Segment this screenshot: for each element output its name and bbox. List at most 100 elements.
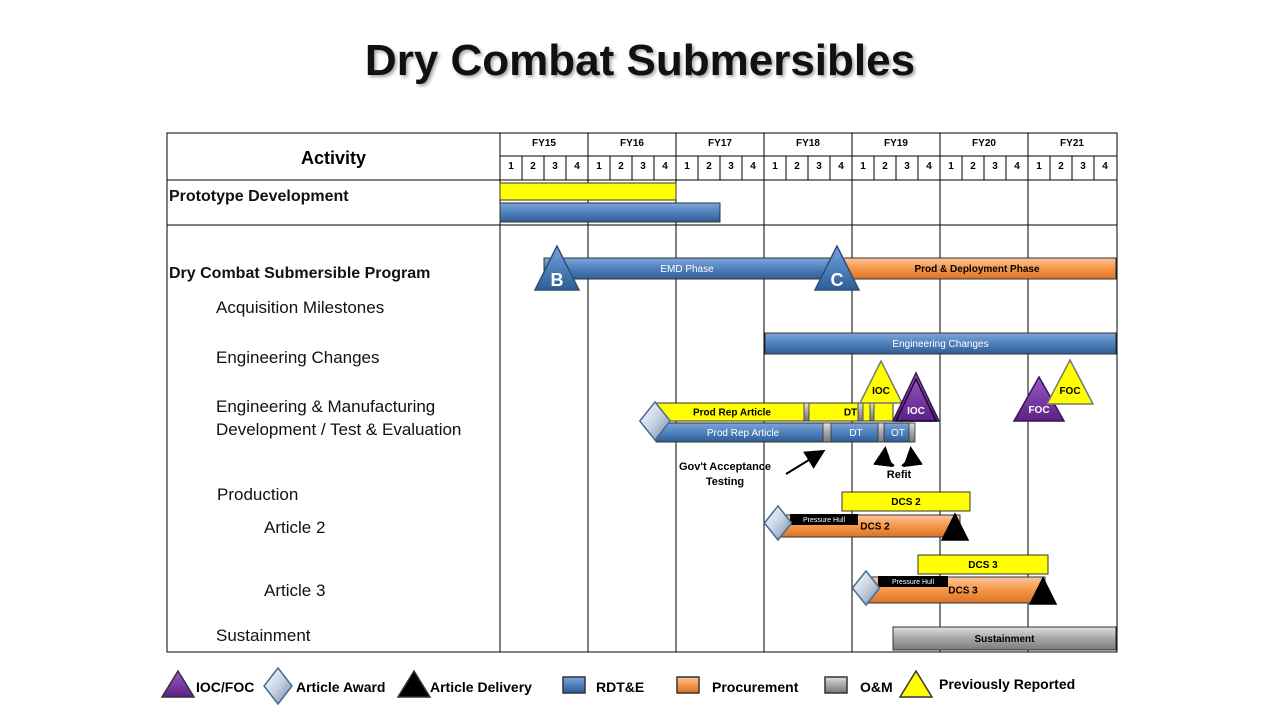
- fy-label: FY21: [1060, 138, 1084, 149]
- milestone-label-ioc-prev: IOC: [872, 386, 890, 397]
- chart-annotations: Gov't Acceptance Testing Refit: [679, 446, 923, 488]
- award-diamond-award-emd: [638, 400, 672, 442]
- milestone-foc-prev: [1045, 358, 1095, 405]
- quarter-label: 1: [772, 161, 778, 172]
- chart-legend: IOC/FOC Article Award Article Delivery RDT&…: [160, 666, 1075, 706]
- milestone-label-ms-c: C: [831, 270, 844, 290]
- bar-ph2: [790, 514, 858, 525]
- bar-label-dt-prev: DT: [844, 408, 857, 419]
- annotation-gov-arrow: [785, 449, 826, 475]
- page-title: Dry Combat Submersibles: [364, 36, 916, 85]
- quarter-label: 4: [1014, 161, 1020, 172]
- milestone-deliv-a2: [940, 512, 970, 541]
- bar-label-sustain: Sustainment: [974, 634, 1035, 645]
- quarter-label: 2: [794, 161, 800, 172]
- fy-label: FY16: [620, 138, 644, 149]
- bar-separator: [877, 422, 885, 443]
- legend-symbol-prev: [898, 669, 934, 698]
- bar-ph3: [878, 576, 948, 587]
- legend-label-delivery: Article Delivery: [430, 679, 532, 695]
- bar-separator: [857, 402, 864, 422]
- quarter-label: 3: [992, 161, 998, 172]
- row-label-article2: Article 2: [264, 518, 325, 537]
- quarter-label: 3: [904, 161, 910, 172]
- milestone-label-ms-b: B: [551, 270, 564, 290]
- milestone-ms-c: [813, 244, 861, 291]
- row-label-milestones: Acquisition Milestones: [216, 298, 384, 317]
- milestone-ioc-outline: [894, 377, 938, 422]
- bar-eng-changes: [764, 332, 1117, 355]
- bar-label-prod-deploy: Prod & Deployment Phase: [914, 264, 1039, 275]
- legend-symbol-delivery: [396, 669, 432, 698]
- quarter-label: 1: [508, 161, 514, 172]
- row-label-production: Production: [217, 485, 298, 504]
- grid-frame: [166, 132, 1118, 653]
- milestone-label-ioc: IOC: [907, 406, 925, 417]
- row-label-prototype: Prototype Development: [169, 188, 349, 205]
- bar-label-rep-prev: Prod Rep Article: [693, 408, 771, 419]
- bar-label-dcs2-prev: DCS 2: [891, 497, 921, 508]
- quarter-label: 1: [948, 161, 954, 172]
- quarter-label: 2: [618, 161, 624, 172]
- milestone-deliv-a3: [1028, 576, 1058, 605]
- milestone-label-foc-prev: FOC: [1059, 386, 1080, 397]
- bar-label-emd-phase: EMD Phase: [660, 264, 714, 275]
- annotation-gov-2: Testing: [706, 476, 744, 488]
- chart-bars: EMD Phase Prod & Deployment Phase Engineer…: [499, 182, 1117, 651]
- milestone-label-foc: FOC: [1028, 405, 1049, 416]
- annotation-gov-1: Gov't Acceptance: [679, 461, 771, 473]
- quarter-label: 3: [640, 161, 646, 172]
- bar-separator: [803, 402, 810, 422]
- bar-label-dcs3-prev: DCS 3: [968, 560, 998, 571]
- fy-label: FY18: [796, 138, 820, 149]
- quarter-label: 3: [552, 161, 558, 172]
- legend-symbol-proc: [676, 676, 700, 694]
- quarter-label: 1: [860, 161, 866, 172]
- bar-label-dcs2-proc: DCS 2: [860, 522, 890, 533]
- quarter-label: 3: [816, 161, 822, 172]
- quarter-label: 3: [1080, 161, 1086, 172]
- quarter-label: 3: [728, 161, 734, 172]
- row-label-program: Dry Combat Submersible Program: [169, 265, 430, 282]
- milestone-ioc-prev: [858, 359, 904, 404]
- row-label-article3: Article 3: [264, 581, 325, 600]
- legend-label-om: O&M: [860, 679, 893, 695]
- legend-label-rdte: RDT&E: [596, 679, 644, 695]
- quarter-label: 1: [684, 161, 690, 172]
- quarter-label: 2: [706, 161, 712, 172]
- row-label-emd-2: Development / Test & Evaluation: [216, 420, 461, 439]
- award-diamond-award-a2: [763, 504, 793, 542]
- quarter-label: 4: [750, 161, 756, 172]
- row-label-emd-1: Engineering & Manufacturing: [216, 397, 435, 416]
- bar-separator: [908, 422, 916, 443]
- legend-symbol-award: [263, 666, 293, 706]
- bar-label-eng-changes: Engineering Changes: [892, 339, 988, 350]
- fy-label: FY15: [532, 138, 556, 149]
- fy-label: FY20: [972, 138, 996, 149]
- bar-separator: [869, 402, 875, 422]
- bar-proto-rdte: [499, 202, 721, 223]
- legend-symbol-ioc_foc: [160, 669, 196, 698]
- bar-separator: [822, 422, 832, 443]
- legend-label-prev: Previously Reported: [939, 676, 1075, 692]
- quarter-label: 4: [926, 161, 932, 172]
- fy-label: FY17: [708, 138, 732, 149]
- bar-label-rep-rdte: Prod Rep Article: [707, 428, 780, 439]
- row-labels: Prototype Development Dry Combat Submersi…: [169, 188, 461, 645]
- legend-symbol-rdte: [562, 676, 586, 694]
- bar-label-ph3: Pressure Hull: [892, 579, 934, 586]
- bar-sustain: [892, 626, 1117, 651]
- bar-label-dt-rdte: DT: [849, 428, 862, 439]
- legend-label-award: Article Award: [296, 679, 385, 695]
- row-label-eng-changes: Engineering Changes: [216, 348, 380, 367]
- quarter-label: 4: [574, 161, 580, 172]
- fy-label: FY19: [884, 138, 908, 149]
- quarter-label: 2: [1058, 161, 1064, 172]
- bar-dcs3-prev: [917, 554, 1049, 575]
- quarter-label: 2: [530, 161, 536, 172]
- annotation-refit-arrow-left: [873, 446, 895, 468]
- legend-label-ioc_foc: IOC/FOC: [196, 679, 254, 695]
- chart-grid: Activity FY15 1 2 3 4 FY16 1 2 3 4 FY17 1 2 3 4 FY18 1 2 3 4…: [166, 132, 1118, 653]
- bar-dcs2-prev: [841, 491, 971, 512]
- bar-label-ph2: Pressure Hull: [803, 517, 845, 524]
